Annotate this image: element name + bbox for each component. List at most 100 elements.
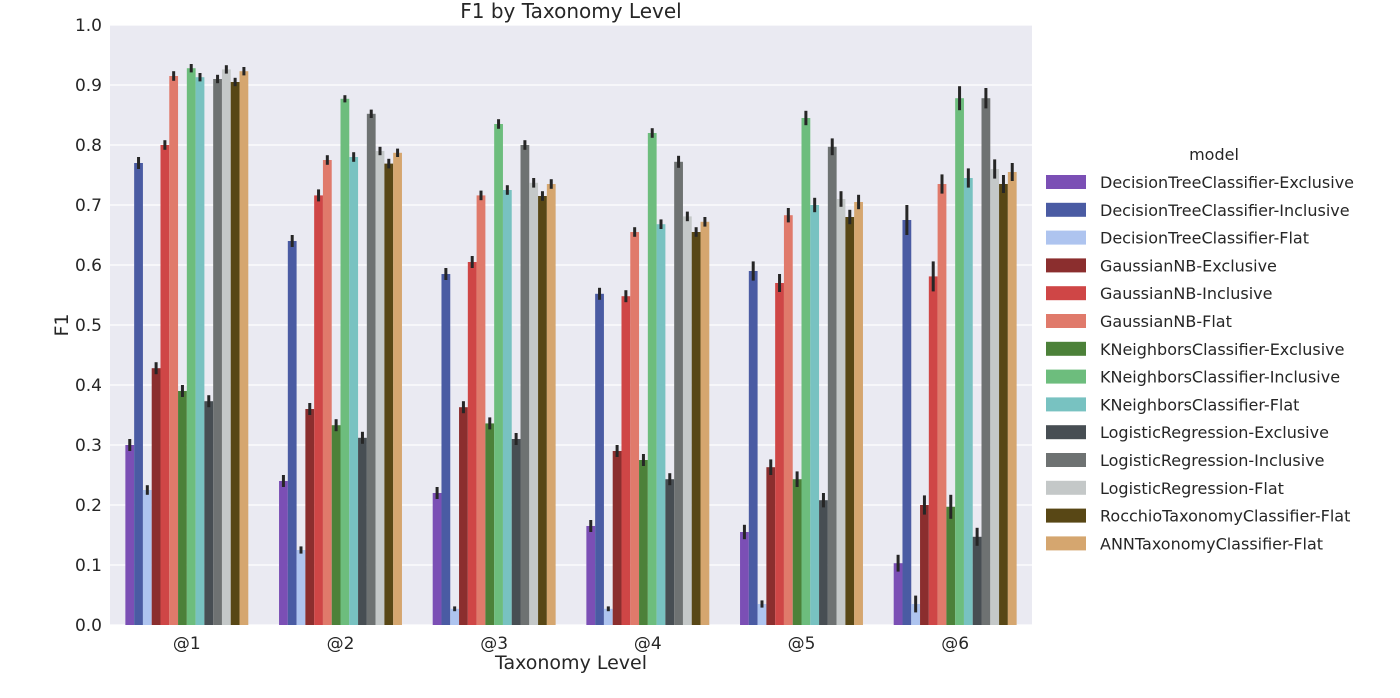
bar (748, 271, 758, 625)
legend-swatch (1046, 397, 1086, 412)
y-tick-label: 0.5 (75, 316, 102, 336)
bar (125, 445, 135, 625)
legend-swatch (1046, 314, 1086, 328)
bar (665, 479, 675, 625)
bar (792, 479, 802, 625)
bar (827, 146, 837, 626)
y-tick-label: 1.0 (75, 16, 102, 36)
legend-title: model (1189, 145, 1239, 164)
y-tick-labels: 0.0 0.1 0.2 0.3 0.4 0.5 0.6 0.7 0.8 0.9 1.0 (75, 16, 102, 636)
bar (213, 79, 222, 625)
y-tick-label: 0.4 (75, 376, 102, 396)
bar (502, 190, 512, 625)
bar (621, 296, 631, 625)
bar (485, 423, 495, 625)
legend-label: LogisticRegression-Flat (1100, 479, 1284, 498)
bar (314, 195, 323, 625)
bar (511, 439, 521, 625)
legend-label: RocchioTaxonomyClassifier-Flat (1100, 507, 1350, 526)
legend-label: KNeighborsClassifier-Flat (1100, 395, 1299, 414)
legend-swatch (1046, 341, 1086, 356)
bar (375, 151, 385, 625)
bar (911, 604, 921, 625)
legend-label: DecisionTreeClassifier-Exclusive (1100, 173, 1354, 192)
bar (691, 232, 701, 625)
bar (134, 163, 143, 625)
x-tick-label: @4 (634, 634, 662, 654)
bar (349, 157, 359, 625)
legend-swatch (1046, 480, 1086, 495)
bar (432, 493, 442, 625)
legend-items: DecisionTreeClassifier-Exclusive Decision… (1046, 173, 1354, 553)
bar (836, 199, 846, 625)
bar (393, 152, 402, 626)
x-tick-labels: @1 @2 @3 @4 @5 @6 (173, 634, 969, 654)
bar (279, 481, 288, 625)
bar (586, 526, 596, 625)
bar (963, 178, 973, 625)
legend-label: KNeighborsClassifier-Exclusive (1100, 340, 1344, 359)
bar (928, 276, 938, 625)
bar (467, 262, 477, 625)
bar (854, 202, 863, 625)
bar (757, 604, 767, 625)
bar (441, 274, 451, 625)
y-tick-label: 0.2 (75, 496, 102, 516)
bar (538, 196, 547, 625)
y-tick-label: 0.8 (75, 136, 102, 156)
bar (239, 71, 249, 625)
bar (999, 184, 1008, 625)
bar (595, 293, 604, 625)
bar (520, 145, 530, 625)
bar (287, 241, 297, 625)
bars (125, 64, 1017, 626)
bar (459, 407, 468, 625)
bar (902, 220, 912, 625)
bar (893, 563, 903, 625)
bar (972, 536, 982, 625)
bar (384, 163, 394, 625)
bar (160, 145, 170, 625)
legend-label: LogisticRegression-Exclusive (1100, 423, 1329, 442)
x-tick-label: @5 (788, 634, 816, 654)
x-tick-label: @3 (480, 634, 508, 654)
legend-label: GaussianNB-Inclusive (1100, 284, 1272, 303)
bar (981, 98, 991, 625)
bar (647, 133, 657, 625)
bar (366, 113, 376, 626)
y-tick-label: 0.3 (75, 436, 102, 456)
gridlines (110, 24, 1032, 626)
bar (639, 460, 648, 625)
bar (656, 224, 666, 625)
x-tick-label: @1 (173, 634, 201, 654)
y-tick-label: 0.7 (75, 196, 102, 216)
bar (230, 82, 240, 625)
y-axis-title: F1 (51, 313, 73, 336)
legend-swatch (1046, 508, 1086, 523)
bar (783, 215, 793, 625)
bar (775, 283, 784, 625)
y-tick-label: 0.0 (75, 616, 102, 636)
bar (305, 409, 315, 625)
bar (204, 401, 214, 625)
legend: model DecisionTreeClassifier-ExclusiveDe… (1046, 145, 1354, 553)
x-tick-label: @2 (327, 634, 355, 654)
bar (740, 532, 749, 625)
y-tick-label: 0.9 (75, 76, 102, 96)
bar (221, 69, 231, 625)
legend-label: GaussianNB-Exclusive (1100, 256, 1277, 275)
bar (682, 216, 692, 625)
bar (990, 169, 1000, 625)
bar (529, 182, 539, 626)
legend-swatch (1046, 425, 1086, 440)
bar (801, 118, 811, 625)
bar (340, 98, 350, 626)
legend-swatch (1046, 202, 1086, 217)
bar (845, 217, 855, 625)
bar (955, 98, 964, 625)
legend-label: GaussianNB-Flat (1100, 312, 1232, 331)
legend-label: LogisticRegression-Inclusive (1100, 451, 1325, 470)
bar (358, 437, 367, 625)
bar (195, 77, 205, 625)
